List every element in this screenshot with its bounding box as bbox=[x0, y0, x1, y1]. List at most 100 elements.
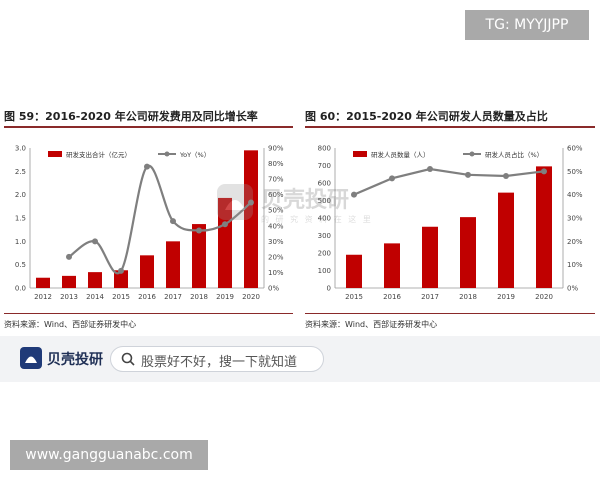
y-tick-label-left: 2.0 bbox=[15, 191, 26, 199]
rd-expense-chart: 0.0 0.5 1.0 1.5 2.0 2.5 3.0 0% 10% 20% 30% 40% 50% 60… bbox=[15, 145, 284, 302]
x-tick-label: 2015 bbox=[345, 293, 363, 301]
y-tick-label-left: 3.0 bbox=[15, 145, 26, 153]
y-tick-label-right: 60% bbox=[567, 145, 583, 153]
legend-swatch-bar bbox=[48, 151, 62, 157]
y-tick-label-left: 0 bbox=[327, 285, 331, 293]
bar bbox=[88, 272, 102, 288]
legend-swatch-point bbox=[164, 151, 170, 157]
x-tick-label: 2014 bbox=[86, 293, 104, 301]
y-tick-label-right: 20% bbox=[567, 238, 583, 246]
line-point bbox=[196, 227, 202, 234]
x-tick-label: 2019 bbox=[216, 293, 234, 301]
tg-watermark-badge: TG: MYYJJPP bbox=[465, 10, 589, 40]
legend-swatch-bar bbox=[353, 151, 367, 157]
title-rule bbox=[305, 126, 595, 128]
y-tick-label-right: 70% bbox=[268, 176, 284, 184]
bar bbox=[384, 243, 400, 288]
line-point bbox=[465, 171, 471, 178]
x-tick-label: 2017 bbox=[164, 293, 182, 301]
y-tick-label-right: 50% bbox=[268, 207, 284, 215]
x-tick-label: 2020 bbox=[535, 293, 553, 301]
y-tick-label-left: 1.5 bbox=[15, 215, 26, 223]
y-tick-label-right: 0% bbox=[268, 285, 279, 293]
y-tick-label-left: 400 bbox=[318, 215, 331, 223]
series-line bbox=[68, 164, 252, 275]
bar bbox=[218, 197, 232, 288]
legend-label-bar: 研发支出合计（亿元） bbox=[66, 150, 131, 159]
legend-label-bar: 研发人员数量（人） bbox=[371, 150, 430, 159]
x-tick-label: 2019 bbox=[497, 293, 515, 301]
bar bbox=[62, 275, 76, 288]
search-input[interactable]: 股票好不好，搜一下就知道 bbox=[110, 346, 324, 372]
y-tick-label-left: 100 bbox=[318, 267, 331, 275]
y-tick-label-right: 30% bbox=[268, 238, 284, 246]
x-tick-label: 2020 bbox=[242, 293, 260, 301]
y-tick-label-left: 800 bbox=[318, 145, 331, 153]
bar bbox=[114, 270, 128, 288]
y-tick-label-left: 1.0 bbox=[15, 238, 26, 246]
y-tick-label-right: 0% bbox=[567, 285, 578, 293]
center-watermark: 贝壳投研 的 研 究 资 料 在 这 里 bbox=[215, 178, 385, 240]
source-rule bbox=[305, 313, 595, 314]
line-point bbox=[144, 163, 150, 170]
y-tick-label-right: 60% bbox=[268, 191, 284, 199]
legend-label-line: YoY（%） bbox=[179, 151, 210, 159]
shell-logo-icon[interactable] bbox=[20, 347, 42, 369]
x-tick-label: 2013 bbox=[60, 293, 78, 301]
y-tick-label-right: 40% bbox=[268, 222, 284, 230]
legend-swatch-point bbox=[469, 151, 475, 157]
bar bbox=[536, 166, 552, 288]
bar bbox=[192, 224, 206, 288]
x-tick-label: 2012 bbox=[34, 293, 52, 301]
y-tick-label-left: 2.5 bbox=[15, 168, 26, 176]
x-tick-label: 2016 bbox=[138, 293, 156, 301]
rd-staff-chart: 0 100 200 300 400 500 600 700 800 0% 10% 20% 30% 40% 5… bbox=[318, 145, 583, 302]
brand-name[interactable]: 贝壳投研 bbox=[47, 352, 103, 368]
line-point bbox=[541, 168, 547, 175]
line-point bbox=[427, 166, 433, 172]
y-tick-label-right: 50% bbox=[567, 168, 583, 176]
line-point bbox=[118, 267, 124, 274]
bar bbox=[244, 150, 258, 288]
y-tick-label-right: 80% bbox=[268, 160, 284, 168]
y-tick-label-left: 0.0 bbox=[15, 285, 26, 293]
bar bbox=[422, 226, 438, 288]
line-point bbox=[351, 191, 357, 198]
chart-title: 图 60：2015-2020 年公司研发人员数量及占比 bbox=[305, 110, 548, 123]
y-tick-label-left: 300 bbox=[318, 232, 331, 240]
x-tick-label: 2018 bbox=[190, 293, 208, 301]
line-point bbox=[503, 173, 509, 179]
x-tick-label: 2018 bbox=[459, 293, 477, 301]
bar bbox=[140, 255, 154, 288]
line-point bbox=[222, 221, 228, 228]
bar bbox=[460, 217, 476, 288]
line-point bbox=[170, 218, 176, 225]
line-point bbox=[248, 199, 254, 206]
brand-bar: 贝壳投研 股票好不好，搜一下就知道 bbox=[0, 336, 600, 382]
bar bbox=[166, 241, 180, 288]
y-tick-label-right: 20% bbox=[268, 253, 284, 261]
y-tick-label-left: 600 bbox=[318, 180, 331, 188]
line-point bbox=[389, 175, 395, 182]
line-point bbox=[66, 253, 72, 260]
chart-title: 图 59：2016-2020 年公司研发费用及同比增长率 bbox=[4, 110, 258, 123]
y-tick-label-right: 90% bbox=[268, 145, 284, 153]
chart-source: 资料来源：Wind、西部证券研发中心 bbox=[4, 320, 137, 329]
search-icon bbox=[121, 352, 135, 366]
x-tick-label: 2015 bbox=[112, 293, 130, 301]
y-tick-label-left: 500 bbox=[318, 197, 331, 205]
url-watermark-badge: www.gangguanabc.com bbox=[10, 440, 208, 470]
chart-source: 资料来源：Wind、西部证券研发中心 bbox=[305, 320, 438, 329]
y-tick-label-right: 40% bbox=[567, 191, 583, 199]
source-rule bbox=[4, 313, 293, 314]
bar bbox=[346, 254, 362, 288]
line-point bbox=[92, 238, 98, 245]
watermark-sub-text: 的 研 究 资 料 在 这 里 bbox=[261, 215, 373, 224]
y-tick-label-left: 700 bbox=[318, 162, 331, 170]
x-tick-label: 2016 bbox=[383, 293, 401, 301]
y-tick-label-right: 30% bbox=[567, 215, 583, 223]
bar bbox=[36, 277, 50, 288]
search-placeholder: 股票好不好，搜一下就知道 bbox=[141, 355, 298, 370]
title-rule bbox=[4, 126, 293, 128]
y-tick-label-right: 10% bbox=[567, 261, 583, 269]
